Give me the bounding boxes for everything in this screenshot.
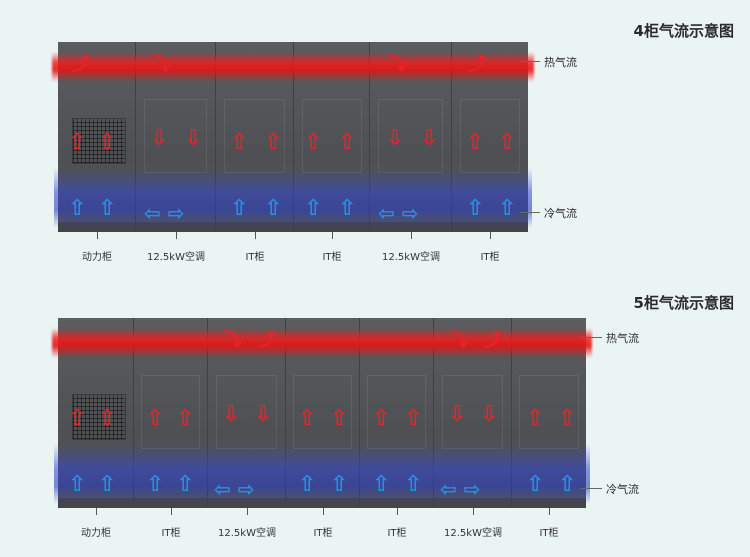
up-arrow-icon: ⇧	[404, 472, 423, 497]
hot-airflow-label: 热气流	[606, 332, 639, 345]
cabinet-label: 12.5kW空调	[382, 252, 440, 263]
cold-airflow-label: 冷气流	[544, 207, 577, 220]
left-right-arrow-icon: ⇦ ⇨	[440, 477, 481, 501]
up-arrow-icon: ⇧	[146, 406, 165, 431]
down-arrow-icon: ⇩	[184, 126, 203, 151]
cabinet-label: IT柜	[245, 252, 265, 263]
cabinet-label: 12.5kW空调	[218, 528, 276, 539]
diagram4-rack-row: ⇧ ⇧ ⇩ ⇩ ⇧ ⇧ ⇧ ⇧ ⇩ ⇩ ⇧ ⇧ ⤴ ⤵ ⤵ ⤴ ⇧ ⇧ ⇦ ⇨ …	[52, 42, 534, 232]
cold-leader-line	[520, 212, 540, 213]
left-right-arrow-icon: ⇦ ⇨	[378, 201, 419, 225]
up-arrow-icon: ⇧	[98, 472, 117, 497]
diagram5-rack-row: ⇧ ⇧ ⇧ ⇧ ⇩ ⇩ ⇧ ⇧ ⇧ ⇧ ⇩ ⇩ ⇧ ⇧ ⤵ ⤴ ⤵ ⤴ ⇧ ⇧ …	[52, 318, 592, 508]
down-arrow-icon: ⇩	[222, 402, 241, 427]
up-arrow-icon: ⇧	[466, 196, 485, 221]
hot-airflow-label: 热气流	[544, 56, 577, 69]
down-arrow-icon: ⤴	[484, 330, 502, 351]
down-arrow-icon: ⤴	[468, 54, 486, 75]
hot-leader-line	[580, 337, 602, 338]
up-arrow-icon: ⇧	[498, 130, 517, 155]
up-arrow-icon: ⇧	[264, 196, 283, 221]
left-right-arrow-icon: ⇦ ⇨	[214, 477, 255, 501]
up-arrow-icon: ⇧	[146, 472, 165, 497]
up-arrow-icon: ⇧	[466, 130, 485, 155]
vent-grille	[72, 394, 126, 440]
down-arrow-icon: ⤵	[388, 54, 406, 75]
cabinet-label: 动力柜	[82, 252, 112, 263]
up-arrow-icon: ⇧	[304, 130, 323, 155]
up-arrow-icon: ⇧	[372, 472, 391, 497]
cabinet-label: IT柜	[480, 252, 500, 263]
up-arrow-icon: ⇧	[230, 196, 249, 221]
diagram4-title: 4柜气流示意图	[633, 22, 734, 40]
up-arrow-icon: ⇧	[498, 196, 517, 221]
vent-grille	[72, 118, 126, 164]
up-arrow-icon: ⇧	[558, 472, 577, 497]
cabinet-label: IT柜	[313, 528, 333, 539]
cabinet-label: 12.5kW空调	[444, 528, 502, 539]
up-arrow-icon: ⇧	[304, 196, 323, 221]
cabinet-label: IT柜	[539, 528, 559, 539]
down-arrow-icon: ⇩	[254, 402, 273, 427]
down-arrow-icon: ⤵	[450, 330, 468, 351]
cabinet-label: 动力柜	[81, 528, 111, 539]
up-arrow-icon: ⇧	[558, 406, 577, 431]
up-arrow-icon: ⇧	[98, 130, 117, 155]
cabinet-label: IT柜	[387, 528, 407, 539]
up-arrow-icon: ⇧	[264, 130, 283, 155]
up-arrow-icon: ⇧	[330, 406, 349, 431]
up-arrow-icon: ⇧	[68, 196, 87, 221]
hot-airflow-band	[52, 328, 592, 358]
down-arrow-icon: ⇩	[420, 126, 439, 151]
down-arrow-icon: ⤴	[72, 54, 90, 75]
up-arrow-icon: ⇧	[298, 406, 317, 431]
hot-leader-line	[520, 61, 540, 62]
up-arrow-icon: ⇧	[98, 406, 117, 431]
up-arrow-icon: ⇧	[372, 406, 391, 431]
down-arrow-icon: ⤵	[152, 54, 170, 75]
cabinet-label: IT柜	[322, 252, 342, 263]
down-arrow-icon: ⇩	[150, 126, 169, 151]
up-arrow-icon: ⇧	[98, 196, 117, 221]
down-arrow-icon: ⇩	[386, 126, 405, 151]
up-arrow-icon: ⇧	[68, 130, 87, 155]
down-arrow-icon: ⇩	[480, 402, 499, 427]
up-arrow-icon: ⇧	[338, 196, 357, 221]
up-arrow-icon: ⇧	[68, 406, 87, 431]
diagram5-title: 5柜气流示意图	[633, 294, 734, 312]
up-arrow-icon: ⇧	[68, 472, 87, 497]
up-arrow-icon: ⇧	[338, 130, 357, 155]
down-arrow-icon: ⤴	[258, 330, 276, 351]
up-arrow-icon: ⇧	[176, 472, 195, 497]
cold-airflow-band	[54, 168, 532, 228]
up-arrow-icon: ⇧	[298, 472, 317, 497]
up-arrow-icon: ⇧	[176, 406, 195, 431]
up-arrow-icon: ⇧	[526, 472, 545, 497]
down-arrow-icon: ⇩	[448, 402, 467, 427]
cabinet-label: IT柜	[161, 528, 181, 539]
hot-airflow-band	[52, 52, 534, 82]
up-arrow-icon: ⇧	[404, 406, 423, 431]
cold-leader-line	[580, 488, 602, 489]
cold-airflow-label: 冷气流	[606, 483, 639, 496]
down-arrow-icon: ⤵	[224, 330, 242, 351]
up-arrow-icon: ⇧	[330, 472, 349, 497]
cold-airflow-band	[54, 444, 590, 504]
left-right-arrow-icon: ⇦ ⇨	[144, 201, 185, 225]
up-arrow-icon: ⇧	[526, 406, 545, 431]
cabinet-label: 12.5kW空调	[147, 252, 205, 263]
up-arrow-icon: ⇧	[230, 130, 249, 155]
